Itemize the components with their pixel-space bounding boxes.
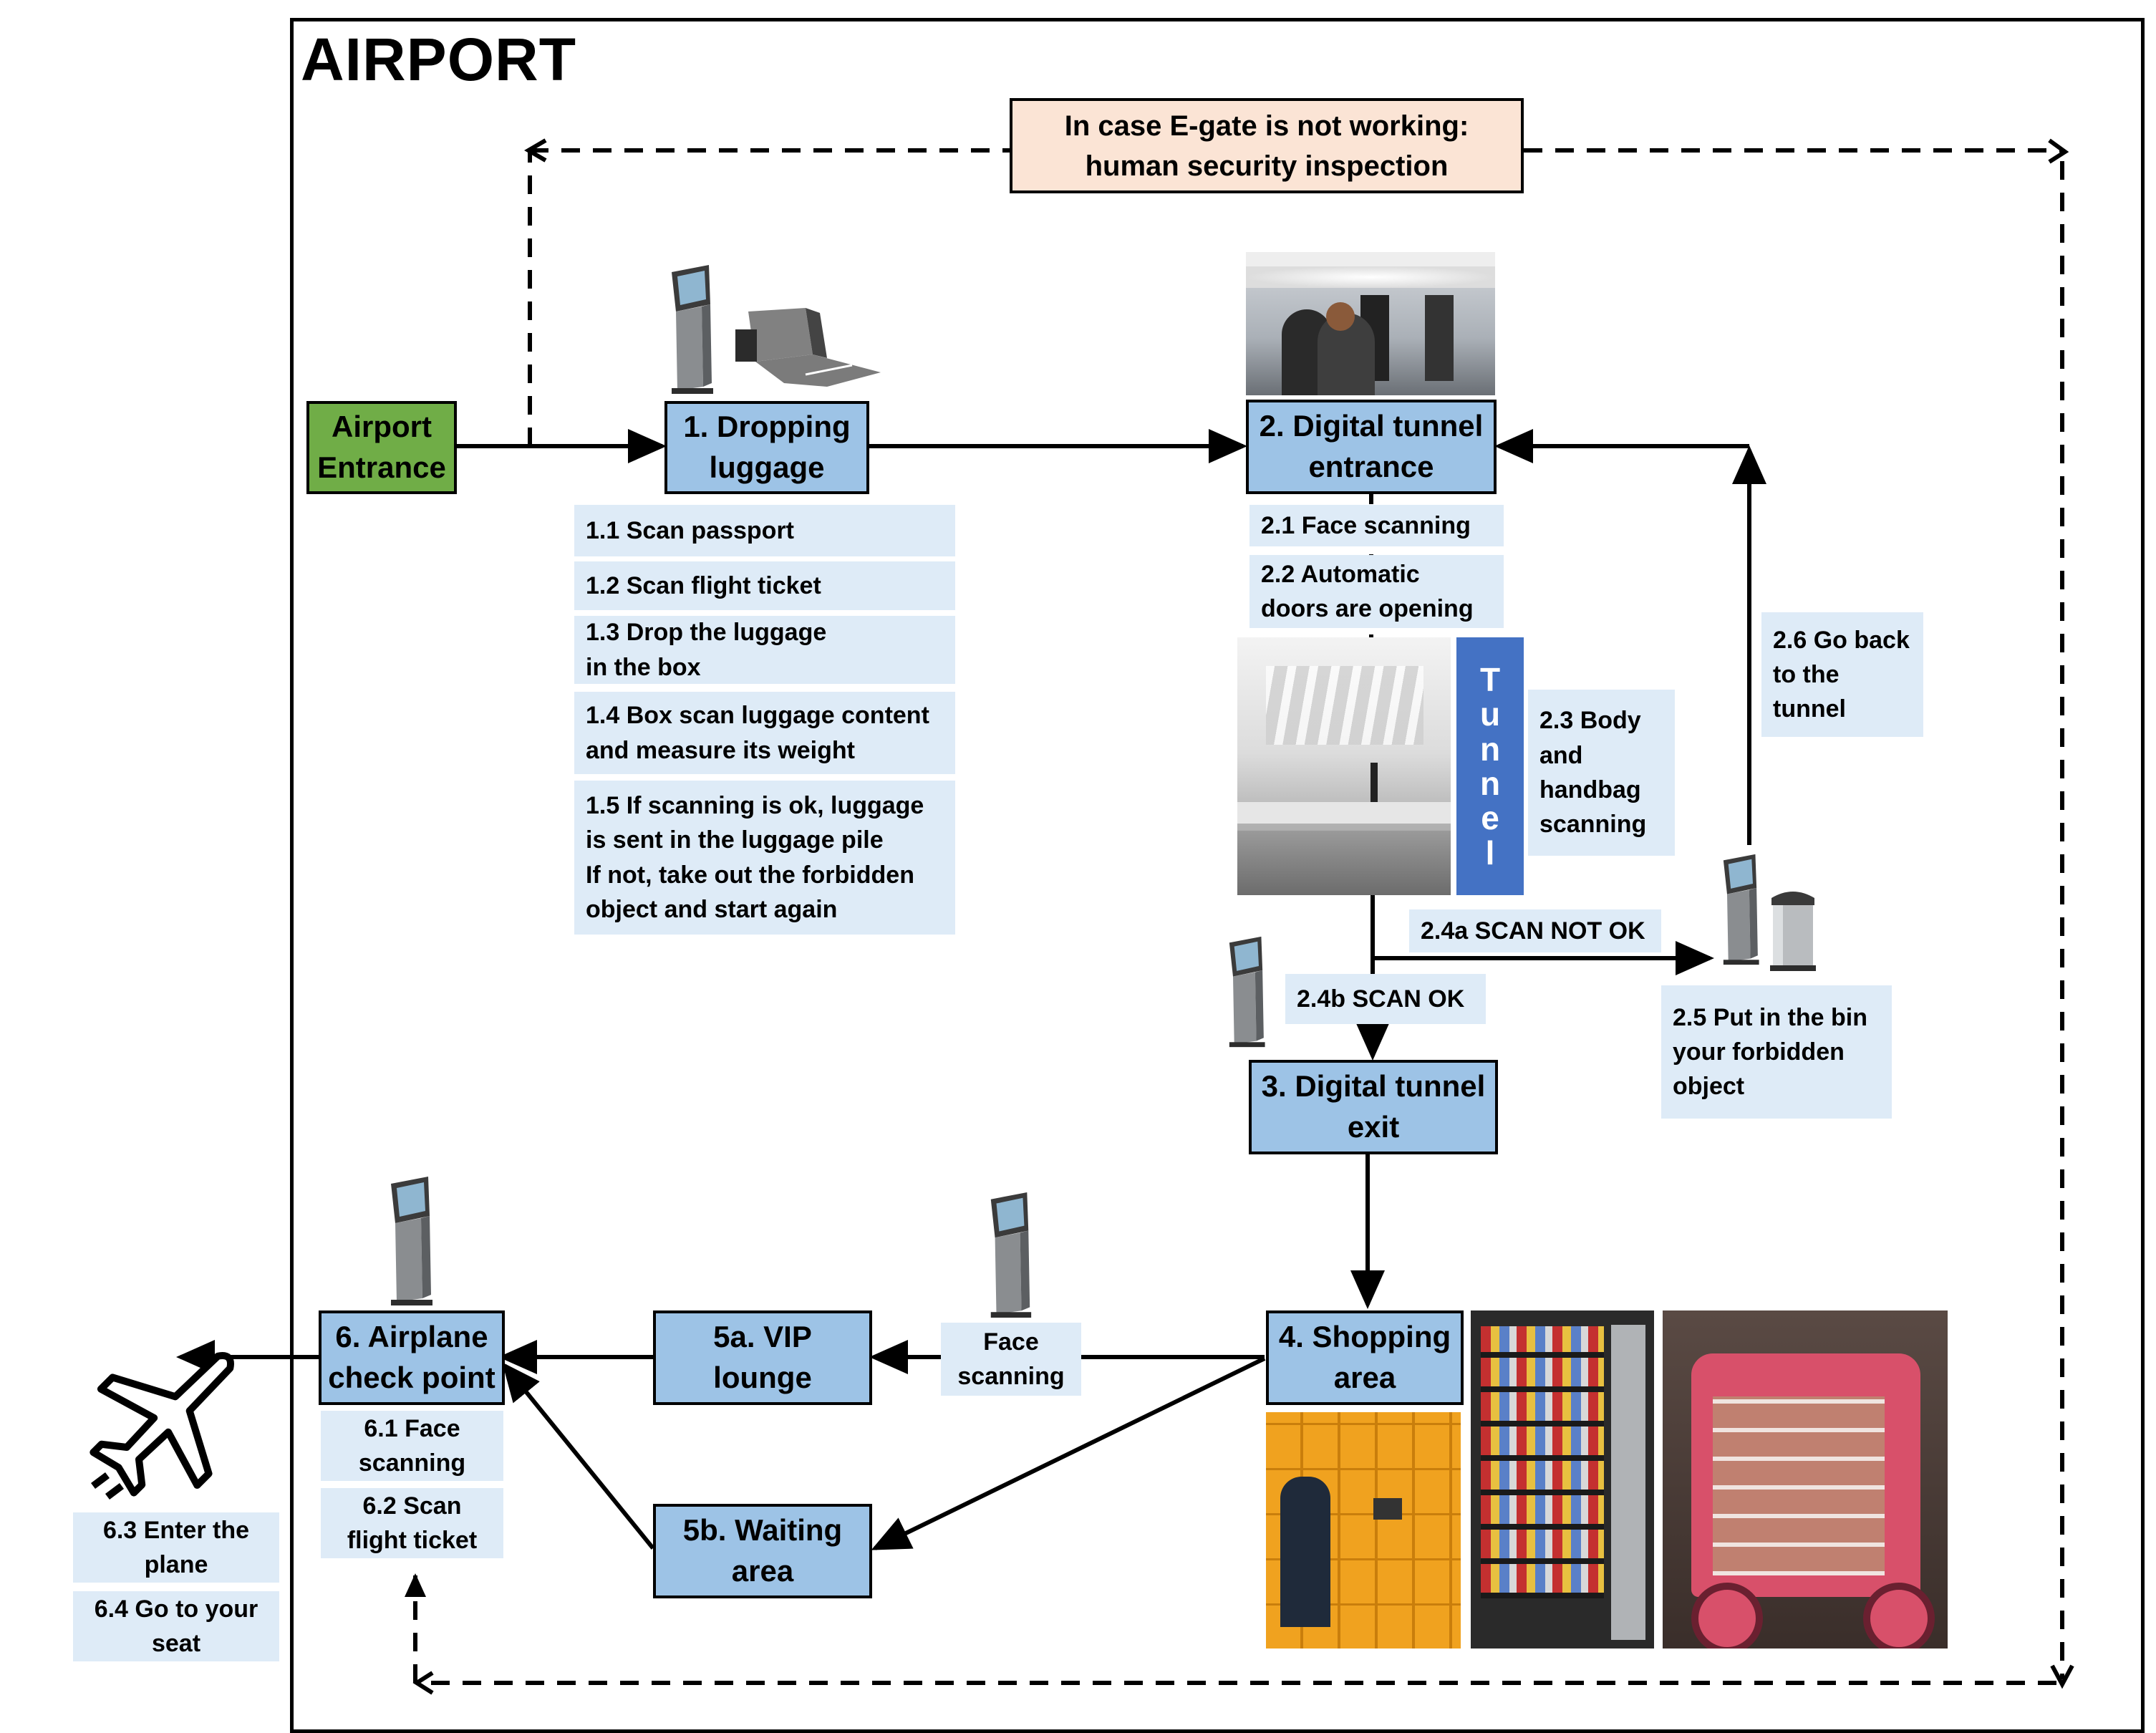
dashed-arrowhead-down: [2050, 1664, 2074, 1689]
tunnel-label-letter: T: [1479, 661, 1501, 699]
tunnel-label-letter: e: [1481, 799, 1499, 837]
step-1-1: 1.1 Scan passport: [574, 505, 955, 556]
node-vip-lounge: 5a. VIP lounge: [653, 1310, 872, 1405]
dashed-arrowhead-left: [524, 138, 547, 163]
egate-photo: [1246, 252, 1495, 395]
step-1-3: 1.3 Drop the luggage in the box: [574, 616, 955, 684]
tunnel-photo: [1237, 637, 1451, 895]
step-1-5: 1.5 If scanning is ok, luggage is sent i…: [574, 781, 955, 935]
node-airplane-checkpoint: 6. Airplane check point: [319, 1310, 505, 1405]
step-2-1: 2.1 Face scanning: [1249, 505, 1504, 546]
kiosk-icon: [672, 265, 713, 394]
node-tunnel-entrance: 2. Digital tunnel entrance: [1246, 400, 1497, 494]
step-6-3: 6.3 Enter the plane: [73, 1512, 279, 1583]
vending-machine-photo: [1471, 1310, 1654, 1648]
node-airport-entrance: Airport Entrance: [306, 401, 457, 494]
step-1-2: 1.2 Scan flight ticket: [574, 561, 955, 610]
step-2-3: 2.3 Body and handbag scanning: [1528, 690, 1675, 856]
node-dropping-luggage: 1. Dropping luggage: [664, 401, 869, 494]
node-tunnel-exit: 3. Digital tunnel exit: [1249, 1060, 1498, 1154]
step-face-scanning: Face scanning: [941, 1323, 1081, 1396]
node-shopping-area: 4. Shopping area: [1266, 1310, 1464, 1405]
step-2-6: 2.6 Go back to the tunnel: [1761, 612, 1923, 737]
dashed-arrowhead-bottom-left: [412, 1671, 434, 1695]
tunnel-label-letter: u: [1479, 695, 1501, 733]
arrow-shopping-to-waiting: [871, 1356, 1266, 1550]
bin-icon: [1770, 892, 1816, 971]
locker-photo: [1266, 1412, 1461, 1648]
step-2-4a: 2.4a SCAN NOT OK: [1409, 909, 1661, 952]
airplane-icon: [90, 1352, 234, 1500]
luggage-box-icon: [735, 308, 881, 387]
node-waiting-area: 5b. Waiting area: [653, 1504, 872, 1598]
step-6-2: 6.2 Scan flight ticket: [321, 1488, 503, 1558]
step-6-1: 6.1 Face scanning: [321, 1411, 503, 1481]
step-2-2: 2.2 Automatic doors are opening: [1249, 555, 1504, 628]
tunnel-label-letter: l: [1485, 834, 1495, 872]
cosmetics-vending-photo: [1663, 1310, 1948, 1648]
step-1-4: 1.4 Box scan luggage content and measure…: [574, 692, 955, 774]
step-2-5: 2.5 Put in the bin your forbidden object: [1661, 985, 1892, 1119]
step-6-4: 6.4 Go to your seat: [73, 1591, 279, 1661]
kiosk-icon: [391, 1177, 432, 1305]
airport-frame: [290, 18, 2145, 1733]
diagram-title: AIRPORT: [301, 26, 576, 93]
kiosk-icon: [1229, 936, 1265, 1048]
kiosk-icon: [990, 1192, 1032, 1318]
tunnel-label-letter: n: [1479, 765, 1501, 802]
tunnel-label-letter: n: [1479, 730, 1501, 768]
step-2-4b: 2.4b SCAN OK: [1285, 974, 1486, 1024]
dashed-arrowhead-right: [2048, 138, 2069, 164]
arrow-waiting-to-checkpoint: [502, 1362, 655, 1550]
kiosk-icon: [1723, 854, 1759, 965]
fallback-note: In case E-gate is not working: human sec…: [1010, 98, 1524, 193]
